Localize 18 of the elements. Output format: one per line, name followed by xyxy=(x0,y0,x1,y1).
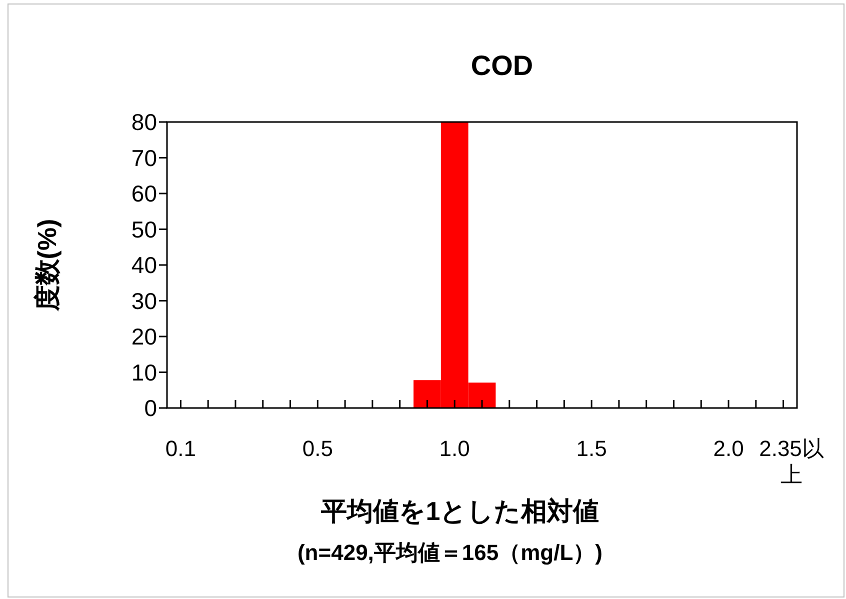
y-tick-label: 50 xyxy=(131,216,157,242)
x-tick-label: 0.1 xyxy=(165,436,196,461)
y-tick-label: 80 xyxy=(131,109,157,135)
x-tick-label: 1.5 xyxy=(576,436,607,461)
y-tick-label: 10 xyxy=(131,359,157,386)
chart-title: COD xyxy=(470,50,534,81)
x-tick-label: 1.0 xyxy=(439,436,470,461)
y-tick-label: 20 xyxy=(131,324,157,350)
y-axis-title: 度数(%) xyxy=(32,218,62,312)
x-tick-label: 2.35以上 xyxy=(759,436,824,487)
y-tick-label: 60 xyxy=(131,180,157,206)
y-tick-label: 70 xyxy=(131,144,157,171)
x-tick-label: 0.5 xyxy=(302,436,333,461)
y-tick-label: 30 xyxy=(131,288,157,314)
x-axis-title: 平均値を1とした相対値 (n=429,平均値＝165（mg/L）) xyxy=(297,496,603,565)
x-tick-label: 2.0 xyxy=(713,436,744,461)
y-tick-label: 40 xyxy=(131,252,157,278)
y-tick-label: 0 xyxy=(144,395,157,421)
